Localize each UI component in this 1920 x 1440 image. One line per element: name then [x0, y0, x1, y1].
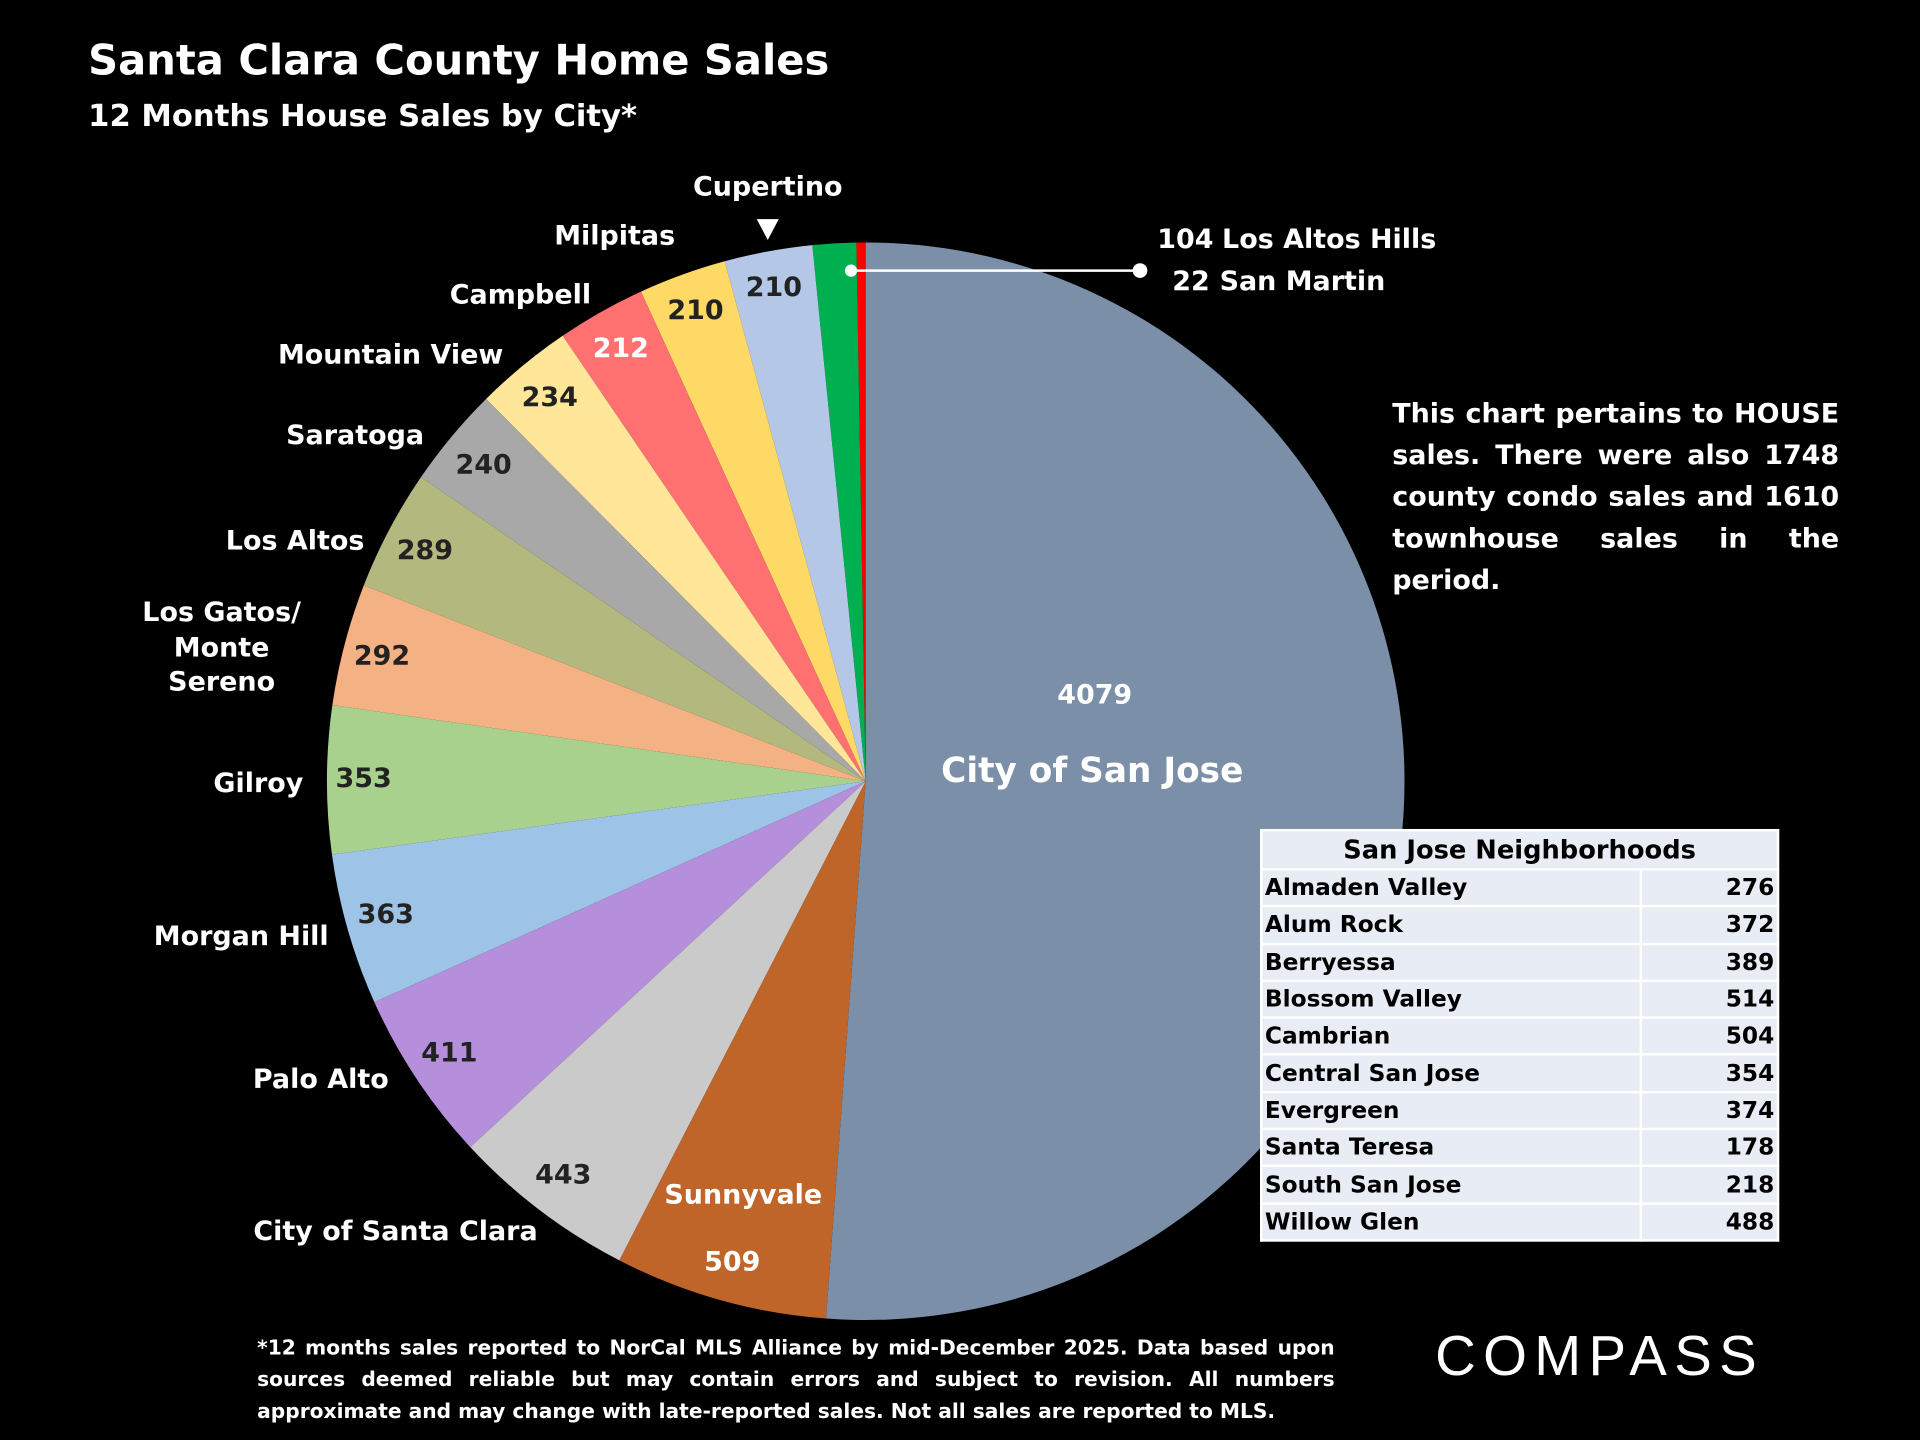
- sales-count: 374: [1639, 1090, 1780, 1131]
- slice-name: Morgan Hill: [153, 921, 329, 953]
- footnote: *12 months sales reported to NorCal MLS …: [257, 1335, 1335, 1423]
- value-label: 4079: [1057, 680, 1133, 712]
- table-row: Cambrian 504: [1260, 1016, 1780, 1057]
- slice-name: Palo Alto: [252, 1064, 389, 1096]
- pie-slice: [724, 245, 866, 782]
- neighborhood: Berryessa: [1260, 942, 1643, 982]
- pie-slice: [326, 705, 866, 855]
- sales-count: 218: [1639, 1164, 1780, 1205]
- slice-name: City of Santa Clara: [253, 1216, 538, 1248]
- neighborhood: Blossom Valley: [1260, 979, 1643, 1020]
- value-label: 210: [667, 295, 724, 327]
- pie-slice: [856, 242, 866, 782]
- neighborhood: Central San Jose: [1260, 1053, 1643, 1094]
- value-label: 212: [592, 333, 649, 365]
- neighborhood: South San Jose: [1260, 1164, 1643, 1205]
- pie-slice: [331, 781, 866, 1003]
- slice-name: Saratoga: [286, 420, 425, 452]
- neighborhood-table: San Jose Neighborhoods Almaden Valley 276…: [1260, 828, 1780, 1242]
- table-row: Alum Rock 372: [1260, 905, 1780, 945]
- table-row: South San Jose 218: [1260, 1164, 1780, 1205]
- value-label: 363: [357, 899, 414, 931]
- leader-dot: [1132, 263, 1148, 278]
- pointer-arrow: [756, 219, 779, 241]
- table-row: Blossom Valley 514: [1260, 979, 1780, 1020]
- pie-slice: [826, 242, 1405, 1321]
- value-label: 443: [535, 1160, 592, 1192]
- sales-count: 178: [1639, 1127, 1780, 1168]
- sales-count: 354: [1639, 1053, 1780, 1094]
- chart-subtitle: 12 Months House Sales by City*: [88, 97, 638, 134]
- pie-slice: [374, 781, 866, 1148]
- table-row: Willow Glen 488: [1260, 1202, 1780, 1242]
- neighborhood: Evergreen: [1260, 1090, 1643, 1131]
- value-label: 289: [396, 535, 454, 567]
- value-label: 292: [353, 641, 411, 672]
- slice-name: Sunnyvale: [664, 1180, 823, 1211]
- pie-slice: [812, 242, 866, 782]
- slice-name: Gilroy: [213, 768, 304, 800]
- neighborhood: Almaden Valley: [1260, 868, 1643, 908]
- chart-title: Santa Clara County Home Sales: [88, 36, 830, 86]
- note: This chart pertains to HOUSE sales. Ther…: [1392, 399, 1840, 597]
- neighborhood: Santa Teresa: [1260, 1127, 1643, 1168]
- logo: COMPASS: [1435, 1323, 1765, 1388]
- sales-count: 389: [1639, 942, 1780, 982]
- slice-name: City of San Jose: [941, 750, 1244, 791]
- value-label: 509: [704, 1247, 761, 1279]
- table-row: Almaden Valley 276: [1260, 868, 1780, 908]
- value-label: 210: [745, 272, 803, 304]
- slice-name: Los Gatos/ Monte Sereno: [142, 597, 301, 699]
- sales-count: 504: [1639, 1016, 1780, 1057]
- slice-name: Milpitas: [554, 221, 676, 252]
- sales-count: 276: [1639, 868, 1780, 908]
- pie-slice: [486, 335, 866, 782]
- leader-dot: [844, 264, 858, 277]
- table-row: Central San Jose 354: [1260, 1053, 1780, 1094]
- pie-slice: [363, 477, 866, 782]
- slice-name: Los Altos Hills: [1222, 224, 1437, 256]
- value-label: 353: [335, 763, 392, 795]
- value-label: 22: [1172, 266, 1210, 298]
- value-label: 411: [421, 1038, 478, 1069]
- table-title: San Jose Neighborhoods: [1260, 828, 1780, 871]
- sales-count: 514: [1639, 979, 1780, 1020]
- slice-name: Cupertino: [692, 172, 843, 203]
- table-row: Berryessa 389: [1260, 942, 1780, 982]
- neighborhood: Alum Rock: [1260, 905, 1643, 945]
- neighborhood: Cambrian: [1260, 1016, 1643, 1057]
- value-label: 234: [521, 382, 578, 414]
- pie-slice: [420, 398, 866, 782]
- value-label: 240: [455, 450, 512, 481]
- pie-slice: [562, 291, 866, 782]
- slice-name: Campbell: [449, 280, 592, 311]
- slice-name: San Martin: [1219, 266, 1386, 298]
- slice-name: Mountain View: [277, 340, 504, 371]
- sales-count: 488: [1639, 1202, 1780, 1242]
- pie-slice: [619, 781, 866, 1319]
- table-row: Santa Teresa 178: [1260, 1127, 1780, 1168]
- neighborhood: Willow Glen: [1260, 1202, 1643, 1242]
- pie-slice: [470, 781, 866, 1261]
- pie-slice: [332, 585, 866, 782]
- slice-name: Los Altos: [225, 526, 365, 557]
- value-label: 104: [1157, 224, 1214, 256]
- table-row: Evergreen 374: [1260, 1090, 1780, 1131]
- sales-count: 372: [1639, 905, 1780, 945]
- pie-slice: [640, 261, 866, 782]
